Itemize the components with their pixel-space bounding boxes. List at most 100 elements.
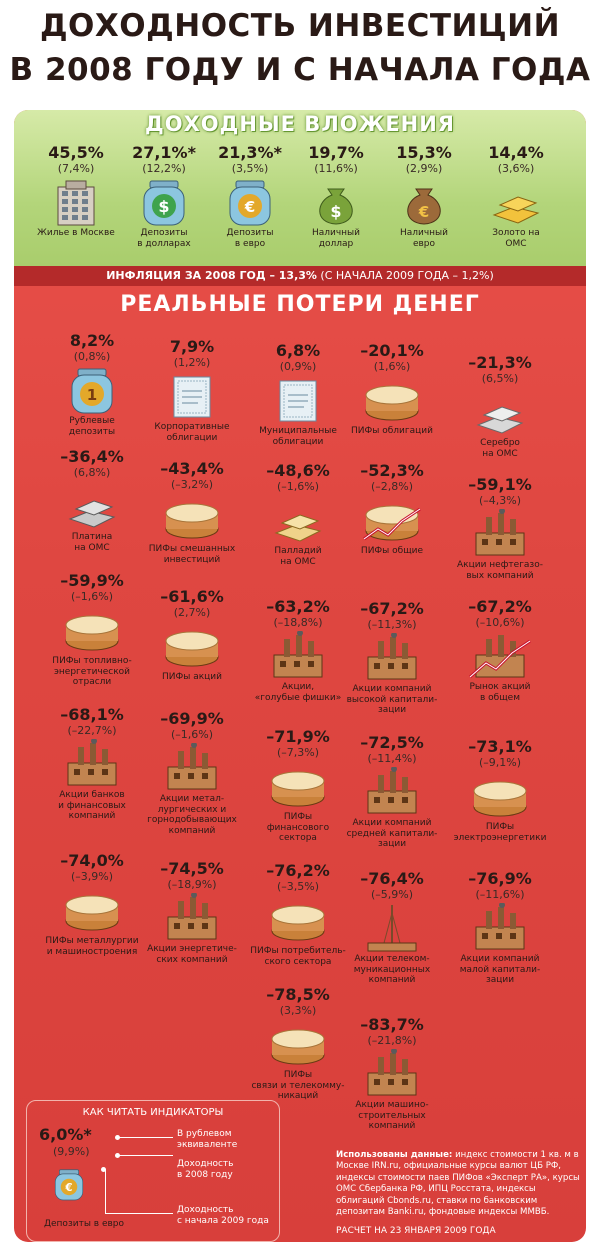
factory-chart-line-icon [468, 631, 532, 681]
pie-icon [160, 493, 224, 543]
gain-sub-value: (3,5%) [231, 162, 269, 175]
gain-value: 14,4% [488, 143, 544, 162]
calc-note: РАСЧЕТ НА 23 ЯНВАРЯ 2009 ГОДА [336, 1226, 496, 1236]
loss-sub-value: (–5,9%) [370, 888, 414, 901]
inflation-bar: ИНФЛЯЦИЯ ЗА 2008 ГОД – 13,3% (С НАЧАЛА 2… [14, 266, 586, 286]
loss-item: –69,9% (–1,6%) Акции метал- лургических и … [138, 710, 246, 836]
loss-value: –72,5% [360, 733, 424, 752]
loss-item: –36,4% (6,8%) Платина на ОМС [38, 448, 146, 553]
loss-sub-value: (–10,6%) [475, 616, 525, 629]
pie-icon [266, 761, 330, 811]
gold-bars-icon [484, 177, 548, 227]
gain-label: Наличный доллар [311, 228, 361, 249]
bond-icon [266, 375, 330, 425]
euro-jar-icon: € [218, 177, 282, 227]
loss-label: Корпоративные облигации [154, 422, 230, 443]
loss-item: –74,5% (–18,9%) Акции энергетиче- ских ком… [138, 860, 246, 965]
svg-text:1: 1 [87, 386, 97, 404]
loss-value: –21,3% [468, 353, 532, 372]
loss-label: Рублевые депозиты [68, 416, 116, 437]
loss-label: Акции метал- лургических и горнодобывающ… [147, 794, 237, 836]
gain-value: 45,5% [48, 143, 104, 162]
loss-sub-value: (–1,6%) [170, 728, 214, 741]
losses-title: РЕАЛЬНЫЕ ПОТЕРИ ДЕНЕГ [120, 292, 480, 317]
title-line-2: В 2008 ГОДУ И С НАЧАЛА ГОДА [9, 52, 591, 88]
gain-label: Наличный евро [399, 228, 449, 249]
loss-item: –67,2% (–11,3%) Акции компаний высокой кап… [338, 600, 446, 716]
loss-label: Рынок акций в общем [469, 682, 531, 703]
gain-item: 21,3%* (3,5%) € Депозиты в евро [196, 144, 304, 249]
legend-exp-1: В рублевом эквиваленте [177, 1129, 238, 1150]
dollar-bag-icon: $ [304, 177, 368, 227]
loss-item: –48,6% (–1,6%) Палладий на ОМС [244, 462, 352, 567]
loss-sub-value: (2,7%) [173, 606, 211, 619]
legend-exp-2: Доходность в 2008 году [177, 1159, 234, 1180]
legend-dot [115, 1135, 120, 1140]
legend-line [105, 1213, 173, 1214]
loss-sub-value: (0,9%) [279, 360, 317, 373]
pie-chart-line-icon [360, 495, 424, 545]
loss-value: –83,7% [360, 1015, 424, 1034]
loss-value: –74,0% [60, 851, 124, 870]
sources-note: Использованы данные: индекс стоимости 1 … [336, 1150, 582, 1218]
silver-bars-icon [468, 387, 532, 437]
loss-value: –61,6% [160, 587, 224, 606]
palladium-bars-icon [266, 495, 330, 545]
loss-sub-value: (–1,6%) [276, 480, 320, 493]
loss-item: –74,0% (–3,9%) ПИФы металлургии и машиност… [38, 852, 146, 957]
gains-panel: ДОХОДНЫЕ ВЛОЖЕНИЯ [14, 110, 586, 266]
legend-line [119, 1137, 173, 1138]
pie-icon [360, 375, 424, 425]
euro-bag-icon: € [392, 177, 456, 227]
pie-icon [266, 895, 330, 945]
gain-item: 15,3% (2,9%) € Наличный евро [370, 144, 478, 249]
gain-sub-value: (12,2%) [142, 162, 186, 175]
svg-text:€: € [418, 203, 429, 221]
loss-sub-value: (6,8%) [73, 466, 111, 479]
legend-exp-3: Доходность с начала 2009 года [177, 1205, 269, 1226]
loss-value: –76,2% [266, 861, 330, 880]
loss-value: –36,4% [60, 447, 124, 466]
loss-item: –43,4% (–3,2%) ПИФы смешанных инвестиций [138, 460, 246, 565]
loss-sub-value: (0,8%) [73, 350, 111, 363]
loss-sub-value: (–22,7%) [67, 724, 117, 737]
loss-sub-value: (3,3%) [279, 1004, 317, 1017]
gain-label: Золото на ОМС [492, 228, 540, 249]
gain-label: Депозиты в евро [226, 228, 274, 249]
loss-label: ПИФы металлургии и машиностроения [45, 936, 139, 957]
factory-icon [160, 893, 224, 943]
loss-item: –59,9% (–1,6%) ПИФы топливно- энергетическ… [38, 572, 146, 688]
loss-label: ПИФы общие [360, 546, 424, 556]
house-icon [44, 177, 108, 227]
loss-sub-value: (–11,4%) [367, 752, 417, 765]
svg-text:$: $ [330, 202, 341, 221]
gain-value: 15,3% [396, 143, 452, 162]
loss-label: Акции банков и финансовых компаний [58, 790, 126, 821]
loss-sub-value: (–4,3%) [478, 494, 522, 507]
factory-icon [360, 633, 424, 683]
loss-value: –76,9% [468, 869, 532, 888]
svg-text:€: € [64, 1182, 72, 1194]
loss-sub-value: (–18,9%) [167, 878, 217, 891]
gain-item: 19,7% (11,6%) $ Наличный доллар [282, 144, 390, 249]
ruble-jar-icon: 1 [60, 365, 124, 415]
loss-sub-value: (–9,1%) [478, 756, 522, 769]
loss-item: 6,8% (0,9%) Муниципальные облигации [244, 342, 352, 447]
loss-label: ПИФы электроэнергетики [453, 822, 547, 843]
gain-label: Депозиты в долларах [137, 228, 191, 249]
loss-label: ПИФы топливно- энергетической отрасли [52, 656, 132, 687]
loss-sub-value: (–3,2%) [170, 478, 214, 491]
loss-item: –73,1% (–9,1%) ПИФы электроэнергетики [446, 738, 554, 843]
loss-label: ПИФы финансового сектора [266, 812, 330, 843]
legend-line [119, 1155, 173, 1156]
inflation-main: ИНФЛЯЦИЯ ЗА 2008 ГОД – 13,3% [106, 269, 317, 282]
loss-sub-value: (–11,6%) [475, 888, 525, 901]
loss-label: Серебро на ОМС [480, 438, 520, 459]
loss-item: –76,4% (–5,9%) Акции телеком- муникационны… [338, 870, 446, 986]
loss-value: –59,1% [468, 475, 532, 494]
loss-value: –78,5% [266, 985, 330, 1004]
euro-jar-icon: € [47, 1167, 91, 1211]
tower-icon [360, 903, 424, 953]
gain-sub-value: (7,4%) [57, 162, 95, 175]
